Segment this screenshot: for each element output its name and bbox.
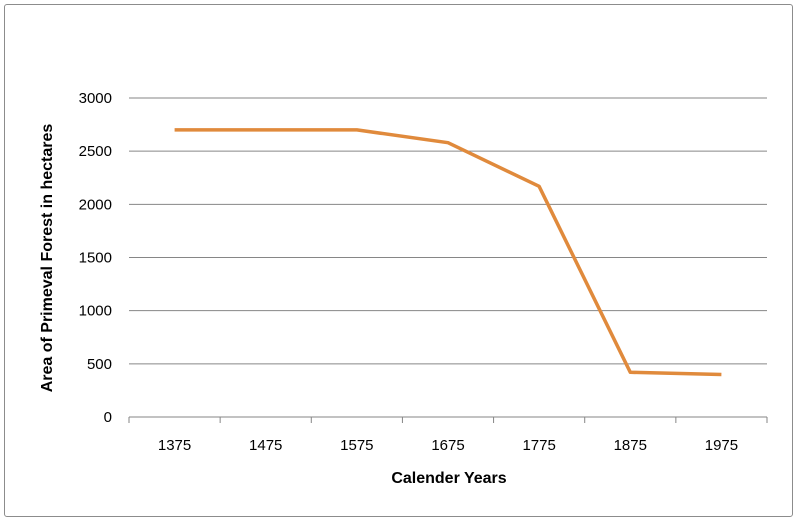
data-point: [721, 374, 722, 375]
y-tick-label: 3000: [79, 90, 112, 107]
series-line-0: [174, 128, 722, 377]
x-tick-label: 1675: [431, 437, 464, 454]
y-tick-label: 1500: [79, 250, 112, 267]
y-tick-label: 2000: [79, 196, 112, 213]
data-point: [539, 186, 540, 187]
x-tick-label: 1775: [522, 437, 555, 454]
x-axis-tick-labels: 1375 1475 1575 1675 1775 1875 1975: [158, 437, 738, 454]
x-axis: [128, 416, 768, 423]
data-point: [356, 129, 357, 130]
data-point: [630, 372, 631, 373]
x-tick-label: 1575: [340, 437, 373, 454]
chart-frame: [4, 4, 793, 517]
data-point: [265, 129, 266, 130]
x-axis-title: Calender Years: [391, 470, 506, 487]
y-tick-label: 1000: [79, 303, 112, 320]
x-tick-label: 1375: [158, 437, 191, 454]
y-tick-label: 2500: [79, 143, 112, 160]
y-axis-title: Area of Primeval Forest in hectares: [39, 124, 56, 393]
y-axis-tick-labels: 0 500 1000 1500 2000 2500 3000: [79, 90, 112, 426]
gridlines: [129, 97, 767, 365]
y-tick-label: 500: [87, 356, 112, 373]
x-tick-label: 1875: [614, 437, 647, 454]
y-tick-label: 0: [104, 409, 112, 426]
x-tick-label: 1975: [705, 437, 738, 454]
series-group: [174, 128, 722, 377]
x-tick-label: 1475: [249, 437, 282, 454]
data-point: [448, 142, 449, 143]
data-point: [174, 129, 175, 130]
